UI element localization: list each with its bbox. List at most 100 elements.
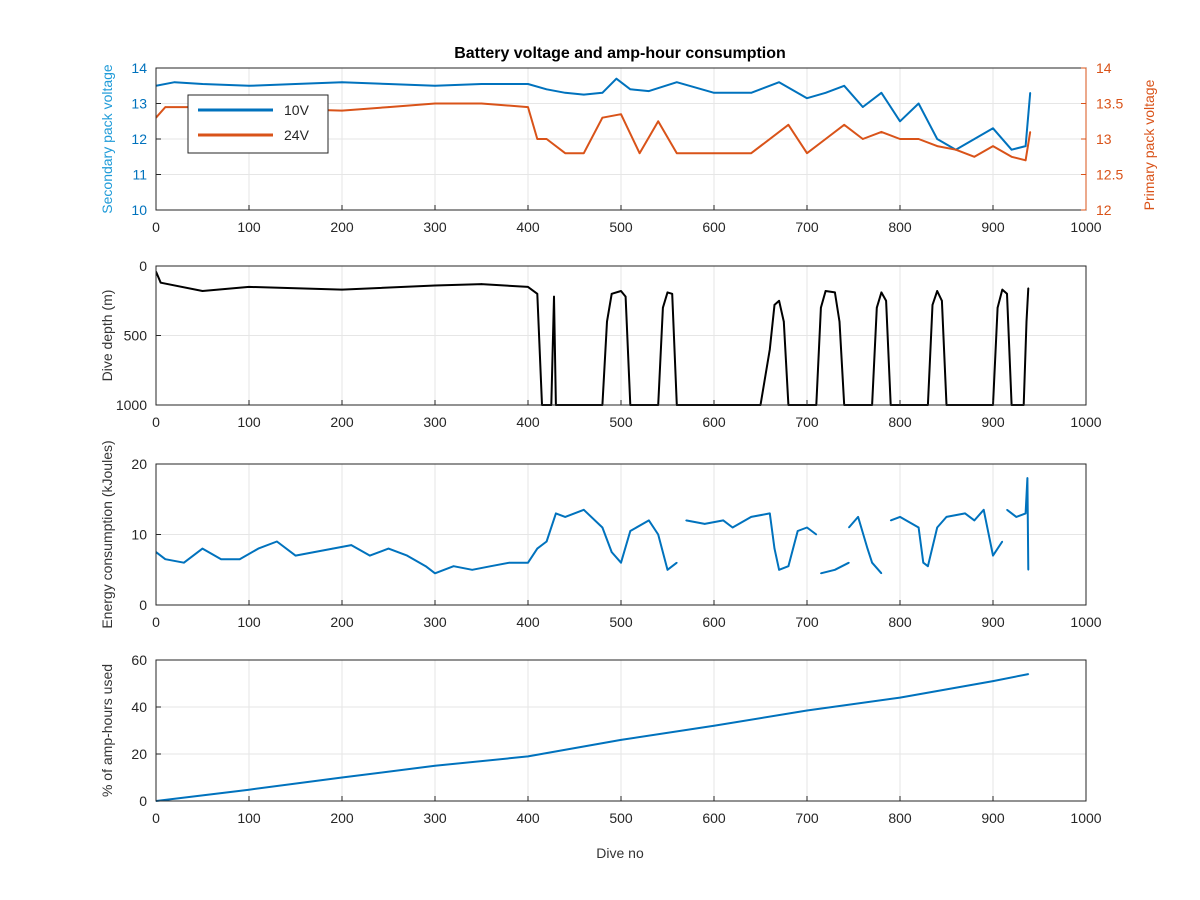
data-point xyxy=(973,138,976,140)
x-tick-label: 700 xyxy=(795,414,819,430)
x-tick-label: 700 xyxy=(795,614,819,630)
data-point xyxy=(671,293,673,295)
x-tick-label: 700 xyxy=(795,219,819,235)
x-tick-label: 0 xyxy=(152,219,160,235)
y-tick-label: 20 xyxy=(131,746,147,762)
data-point xyxy=(1024,159,1027,162)
y-axis-label: Dive depth (m) xyxy=(99,290,115,382)
data-point xyxy=(620,113,622,115)
x-tick-label: 1000 xyxy=(1070,414,1101,430)
data-point xyxy=(843,124,845,126)
x-tick-label: 500 xyxy=(609,810,633,826)
data-point xyxy=(555,512,557,515)
data-point xyxy=(889,519,892,522)
x-tick-label: 500 xyxy=(609,219,633,235)
data-point xyxy=(722,519,725,522)
data-point xyxy=(871,561,873,564)
x-tick-label: 100 xyxy=(237,414,261,430)
data-point xyxy=(610,551,613,553)
energy-panel: 0 100 200 300 400 500 600 700 800 900 1000 0 10 20 Ene… xyxy=(99,440,1102,630)
x-tick-label: 0 xyxy=(152,414,160,430)
data-point xyxy=(545,540,548,543)
data-point xyxy=(257,547,260,550)
data-point xyxy=(1006,509,1008,511)
data-point xyxy=(862,106,864,108)
data-point xyxy=(880,92,883,94)
data-point xyxy=(666,291,669,294)
x-tick-label: 300 xyxy=(423,810,447,826)
data-point xyxy=(973,156,976,158)
x-tick-label: 900 xyxy=(981,810,1005,826)
data-point xyxy=(648,90,650,92)
data-point xyxy=(982,509,985,511)
series-line xyxy=(890,508,1004,568)
y-tick-label: 1000 xyxy=(116,397,147,413)
data-point xyxy=(1024,512,1027,515)
data-point xyxy=(676,561,678,564)
data-point xyxy=(848,561,850,564)
data-point xyxy=(276,540,278,543)
x-tick-label: 400 xyxy=(516,614,540,630)
data-point xyxy=(848,526,850,529)
data-point xyxy=(434,85,436,87)
x-tick-label: 900 xyxy=(981,219,1005,235)
data-point xyxy=(885,300,887,302)
series-3-0 xyxy=(156,673,1030,802)
data-point xyxy=(880,291,883,294)
data-point xyxy=(387,83,390,85)
x-tick-label: 300 xyxy=(423,614,447,630)
y-tick-label: 12 xyxy=(131,131,147,147)
data-point xyxy=(731,526,734,529)
data-point xyxy=(713,152,715,154)
data-point xyxy=(648,519,650,522)
data-point xyxy=(536,293,539,295)
data-point xyxy=(973,519,976,522)
x-tick-label: 200 xyxy=(330,414,354,430)
data-point xyxy=(480,283,483,285)
data-point xyxy=(941,300,943,302)
data-point xyxy=(703,523,706,525)
x-tick-label: 100 xyxy=(237,219,261,235)
x-tick-label: 100 xyxy=(237,810,261,826)
x-tick-label: 0 xyxy=(152,810,160,826)
data-point xyxy=(536,138,539,140)
x-axis-label: Dive no xyxy=(596,845,644,861)
data-point xyxy=(583,509,585,511)
data-point xyxy=(434,572,436,575)
data-point xyxy=(787,565,790,567)
data-point xyxy=(220,558,222,560)
data-point xyxy=(876,306,878,309)
data-point xyxy=(657,120,659,123)
data-point xyxy=(238,558,241,560)
x-tick-label: 300 xyxy=(423,219,447,235)
data-point xyxy=(806,526,808,529)
data-point xyxy=(843,85,845,87)
x-tick-label: 0 xyxy=(152,614,160,630)
x-tick-label: 200 xyxy=(330,614,354,630)
legend-label: 10V xyxy=(284,102,310,118)
x-tick-label: 1000 xyxy=(1070,614,1101,630)
y-tick-label: 10 xyxy=(131,527,147,543)
data-point xyxy=(564,92,566,94)
data-point xyxy=(1024,145,1027,147)
data-point xyxy=(992,127,994,130)
data-point xyxy=(1010,148,1013,151)
data-point xyxy=(341,288,343,291)
data-point xyxy=(164,106,167,108)
x-tick-label: 200 xyxy=(330,219,354,235)
data-point xyxy=(676,81,678,83)
data-point xyxy=(992,554,994,557)
data-point xyxy=(471,569,474,571)
data-point xyxy=(434,284,436,287)
data-point xyxy=(992,680,994,682)
x-tick-label: 600 xyxy=(702,219,726,235)
data-point xyxy=(899,138,901,140)
data-point xyxy=(824,138,827,140)
y2-tick-label: 13 xyxy=(1096,131,1112,147)
x-tick-label: 1000 xyxy=(1070,219,1101,235)
x-tick-label: 100 xyxy=(237,614,261,630)
data-point xyxy=(796,530,799,532)
data-point xyxy=(620,290,622,292)
data-point xyxy=(610,293,613,295)
data-point xyxy=(1029,92,1031,94)
